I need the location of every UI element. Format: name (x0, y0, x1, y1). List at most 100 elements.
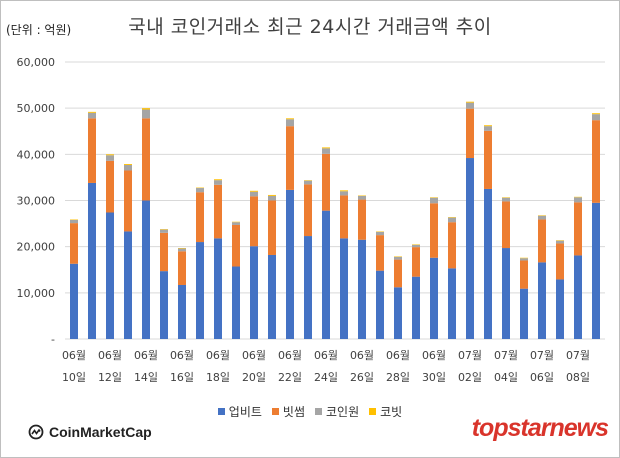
bar-segment (466, 101, 474, 103)
bar-segment (430, 197, 438, 204)
bar-segment (88, 111, 96, 113)
legend-item: 코빗 (369, 403, 402, 420)
bar-segment (250, 191, 258, 197)
x-tick-label-day: 10일 (62, 370, 86, 384)
coinmarketcap-logo-text: CoinMarketCap (49, 424, 152, 440)
bar-segment (232, 224, 240, 267)
bar-segment (484, 125, 492, 127)
x-tick-label-day: 20일 (242, 370, 266, 384)
bar-segment (70, 223, 78, 264)
bar-segment (466, 108, 474, 159)
coinmarketcap-logo-icon (28, 424, 44, 440)
bar-segment (268, 254, 276, 339)
bar-segment (70, 263, 78, 339)
x-tick-label-month: 07월 (566, 349, 590, 362)
x-tick-label-day: 22일 (278, 370, 302, 384)
x-tick-label-month: 07월 (530, 349, 554, 362)
bar-segment (160, 232, 168, 272)
legend-swatch (315, 408, 322, 415)
bar-segment (394, 256, 402, 260)
x-tick-label-day: 12일 (98, 370, 122, 384)
bar-segment (592, 120, 600, 203)
y-tick-label: 50,000 (17, 102, 56, 115)
x-tick-label-day: 08일 (566, 370, 590, 384)
bar-segment (376, 235, 384, 271)
topstarnews-logo: topstarnews (471, 414, 609, 442)
bar-segment (232, 222, 240, 225)
bar-segment (214, 180, 222, 185)
bar-segment (250, 190, 258, 192)
y-tick-label: 10,000 (17, 287, 56, 300)
bar-segment (376, 231, 384, 236)
legend-swatch (271, 408, 279, 415)
x-tick-label-month: 06월 (350, 349, 374, 362)
bar-segment (448, 217, 456, 223)
bar-segment (124, 231, 132, 339)
y-tick-label: - (51, 333, 55, 346)
bar-segment (556, 240, 564, 244)
legend-swatch (369, 408, 377, 415)
bar-segment (322, 153, 330, 211)
bar-segment (214, 179, 222, 181)
x-tick-label-day: 06일 (530, 370, 554, 384)
bar-segment (484, 130, 492, 189)
bar-segment (340, 191, 348, 196)
y-tick-label: 30,000 (17, 195, 56, 208)
legend-label: 코빗 (380, 405, 403, 419)
bar-segment (574, 202, 582, 256)
bar-segment (376, 270, 384, 339)
bar-segment (178, 251, 186, 285)
bar-segment (520, 288, 528, 339)
coinmarketcap-logo: CoinMarketCap (28, 424, 152, 440)
bar-segment (592, 114, 600, 121)
y-tick-label: 20,000 (17, 241, 56, 254)
x-tick-label-day: 18일 (206, 370, 230, 384)
x-tick-label-day: 30일 (422, 370, 446, 384)
bar-segment (232, 266, 240, 339)
bar-segment (484, 126, 492, 131)
unit-label: (단위 : 억원) (6, 23, 72, 37)
chart-plot: - 10,000 20,000 30,000 40,000 50,000 60,000 06월… (17, 56, 605, 384)
bar-segment (106, 212, 114, 339)
bar-segment (70, 219, 78, 224)
bar-segment (592, 202, 600, 339)
x-tick-label-month: 06월 (170, 349, 194, 362)
x-tick-label-month: 06월 (242, 349, 266, 362)
bar-segment (304, 236, 312, 339)
x-tick-label-day: 28일 (386, 370, 410, 384)
bar-segment (286, 126, 294, 190)
bar-segment (286, 189, 294, 339)
x-tick-label-month: 06월 (134, 349, 158, 362)
bar-segment (142, 109, 150, 119)
bar-segment (358, 199, 366, 240)
bar-segment (124, 164, 132, 171)
bar-segment (484, 188, 492, 339)
bar-segment (556, 243, 564, 280)
legend-label: 업비트 (228, 405, 262, 419)
bar-segment (268, 200, 276, 255)
bar-segment (394, 287, 402, 339)
bar-segment (286, 118, 294, 120)
bar-segment (250, 196, 258, 247)
bar-segment (142, 108, 150, 110)
legend-item: 코인원 (315, 403, 359, 420)
bar-segment (574, 197, 582, 203)
x-tick-label-month: 07월 (494, 349, 518, 362)
bar-segment (466, 158, 474, 339)
bar-segment (412, 247, 420, 277)
bar-segment (574, 255, 582, 339)
legend-item: 빗썸 (271, 403, 305, 420)
bar-segment (412, 244, 420, 248)
bar-segment (178, 248, 186, 252)
legend-label: 빗썸 (282, 405, 305, 419)
bar-segment (448, 222, 456, 269)
bar-segment (412, 276, 420, 339)
bar-segment (88, 118, 96, 183)
bar-segment (88, 182, 96, 339)
bar-segment (448, 268, 456, 339)
chart-legend: 업비트 빗썸 코인원 코빗 (0, 403, 620, 420)
y-tick-label: 60,000 (17, 56, 56, 69)
bar-segment (538, 219, 546, 263)
bar-segment (340, 190, 348, 192)
bar-segment (106, 160, 114, 213)
